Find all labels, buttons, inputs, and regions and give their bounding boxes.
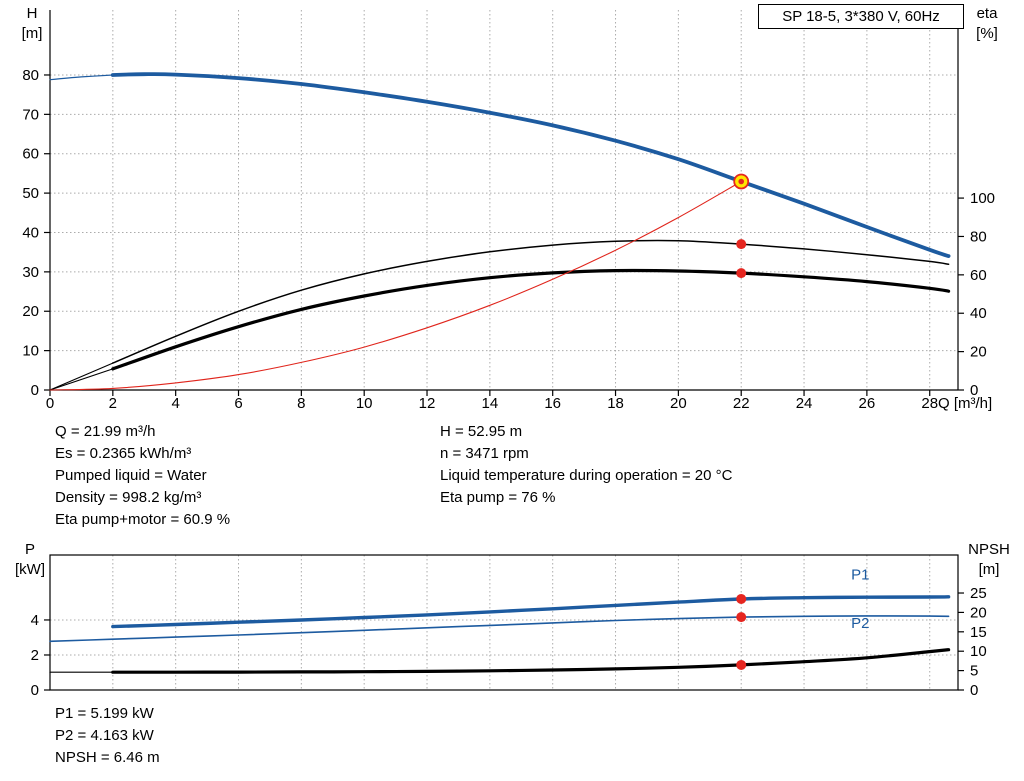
eta-pump-lead-curve (49, 362, 114, 391)
readout-density: Density = 998.2 kg/m³ (55, 489, 202, 506)
readout-q: Q = 21.99 m³/h (55, 423, 156, 440)
system-curve-curve (49, 180, 742, 391)
h-axis-unit: [m] (21, 25, 43, 42)
right-tick-label: 25 (970, 585, 987, 602)
left-tick-label: 60 (22, 146, 39, 163)
npsh-axis-unit: [m] (978, 561, 1000, 578)
npsh-axis-name: NPSH (968, 541, 1010, 558)
eta-axis-title: eta [%] (966, 4, 1008, 44)
right-tick-label: 20 (970, 604, 987, 621)
readout-liquid-temp: Liquid temperature during operation = 20… (440, 467, 733, 484)
duty-readout-left-column: Q = 21.99 m³/h Es = 0.2365 kWh/m³ Pumped… (55, 421, 230, 531)
duty-point-marker-center (738, 178, 745, 185)
p-axis-unit: [kW] (15, 561, 45, 578)
duty-readout-right-column: H = 52.95 m n = 3471 rpm Liquid temperat… (440, 421, 732, 509)
x-tick-label: 0 (46, 395, 54, 412)
x-tick-label: 14 (482, 395, 499, 412)
right-tick-label: 100 (970, 190, 995, 207)
p-axis-name: P (24, 541, 35, 558)
p2-point-marker (736, 612, 747, 623)
x-tick-label: 6 (234, 395, 242, 412)
h-axis-name: H (26, 5, 38, 22)
npsh-axis-title: NPSH [m] (960, 540, 1018, 580)
x-tick-label: 16 (544, 395, 561, 412)
x-tick-label: 24 (796, 395, 813, 412)
right-tick-label: 80 (970, 228, 987, 245)
x-tick-label: 28 (921, 395, 938, 412)
pump-title-box: SP 18-5, 3*380 V, 60Hz (758, 4, 964, 29)
power-readout-block: P1 = 5.199 kW P2 = 4.163 kW NPSH = 6.46 … (55, 703, 160, 769)
h-axis-title: H [m] (14, 4, 50, 44)
x-tick-label: 2 (109, 395, 117, 412)
npsh-point-marker (736, 659, 747, 670)
eta-pump-curve (112, 239, 950, 364)
eta-pump-motor-curve (111, 268, 951, 371)
right-tick-label: 20 (970, 344, 987, 361)
right-tick-label: 0 (970, 682, 978, 699)
eta-pump-motor-point-marker (736, 268, 747, 279)
x-tick-label: 20 (670, 395, 687, 412)
x-tick-label: 8 (297, 395, 305, 412)
left-tick-label: 30 (22, 264, 39, 281)
left-tick-label: 10 (22, 343, 39, 360)
readout-n: n = 3471 rpm (440, 445, 529, 462)
x-tick-label: 4 (172, 395, 180, 412)
readout-eta-pump-motor: Eta pump+motor = 60.9 % (55, 511, 231, 528)
eta-axis-name: eta (976, 5, 998, 22)
left-tick-label: 70 (22, 106, 39, 123)
x-tick-label: 26 (859, 395, 876, 412)
p1-point-marker (736, 593, 747, 604)
right-tick-label: 60 (970, 267, 987, 284)
series-label-p1: P1 (851, 567, 869, 584)
right-tick-label: 5 (970, 663, 978, 680)
p1-power-curve (111, 595, 951, 629)
p2-power-curve (49, 615, 950, 643)
readout-npsh: NPSH = 6.46 m (55, 749, 160, 766)
head-curve-lead-curve (49, 74, 114, 81)
npsh-curve (111, 648, 951, 674)
power-npsh-chart: 0 2 4 0 5 10 15 20 25 P1 P2 (31, 554, 987, 699)
left-tick-label: 4 (31, 612, 39, 629)
eta-pump-point-marker (736, 239, 747, 250)
q-axis-unit-label: Q [m³/h] (938, 395, 993, 412)
left-tick-label: 0 (31, 382, 39, 399)
readout-pumped-liquid: Pumped liquid = Water (55, 467, 207, 484)
head-curve-curve (110, 72, 951, 258)
eta-axis-unit: [%] (976, 25, 998, 42)
readout-es: Es = 0.2365 kWh/m³ (55, 445, 192, 462)
series-label-p2: P2 (851, 615, 869, 632)
right-tick-label: 15 (970, 624, 987, 641)
x-tick-label: 22 (733, 395, 750, 412)
left-tick-label: 50 (22, 185, 39, 202)
p-axis-title: P [kW] (8, 540, 52, 580)
readout-h: H = 52.95 m (440, 423, 523, 440)
x-tick-label: 18 (607, 395, 624, 412)
x-tick-label: 10 (356, 395, 373, 412)
x-tick-label: 12 (419, 395, 436, 412)
readout-eta-pump: Eta pump = 76 % (440, 489, 556, 506)
left-tick-label: 0 (31, 682, 39, 699)
right-tick-label: 0 (970, 382, 978, 399)
right-tick-label: 40 (970, 305, 987, 322)
left-tick-label: 80 (22, 67, 39, 84)
left-tick-label: 2 (31, 647, 39, 664)
left-tick-label: 20 (22, 303, 39, 320)
readout-p1: P1 = 5.199 kW (55, 705, 154, 722)
eta-pump-motor-lead-curve (49, 368, 114, 391)
left-tick-label: 40 (22, 224, 39, 241)
right-tick-label: 10 (970, 643, 987, 660)
readout-p2: P2 = 4.163 kW (55, 727, 154, 744)
plot-frame (49, 554, 959, 691)
